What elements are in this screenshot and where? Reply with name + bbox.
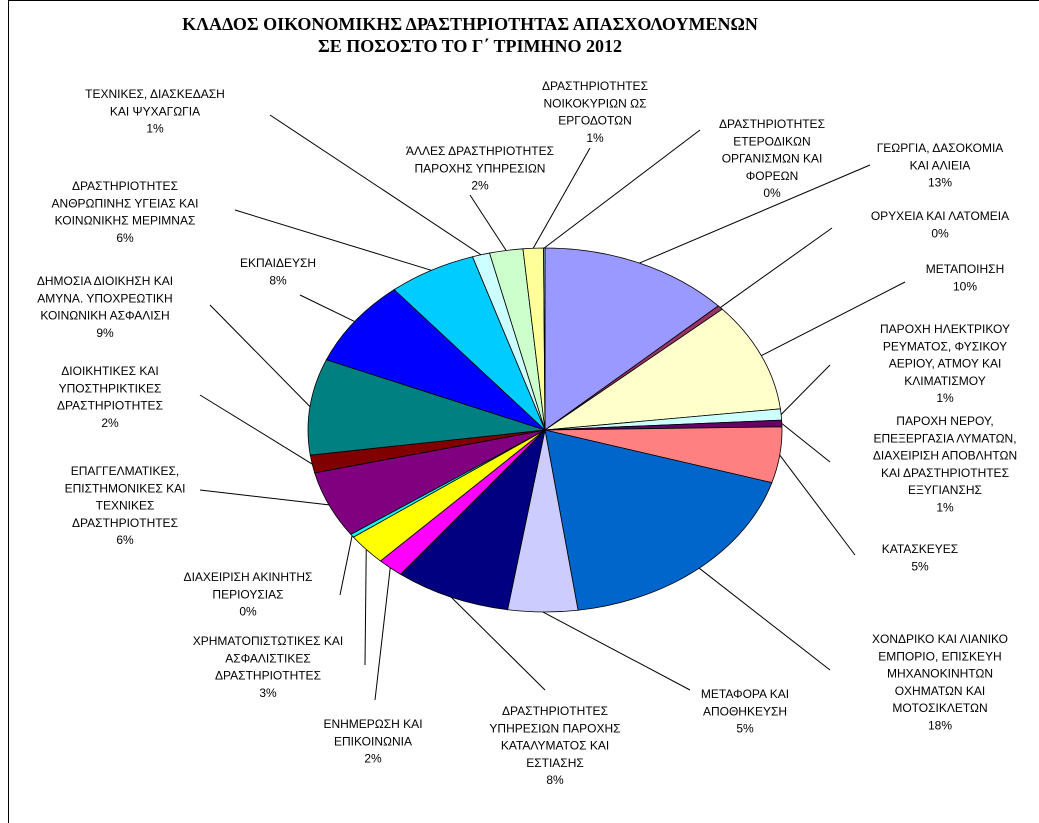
pie-slice [544,247,719,431]
value-label: 9% [96,326,114,340]
frame [8,0,1039,823]
leader-line [299,294,355,322]
leader-line [543,129,701,249]
slice-label: ΜΕΤΑΦΟΡΑ ΚΑΙ ΑΠΟΘΗΚΕΥΣΗ [701,687,789,718]
slice-label: ΠΑΡΟΧΗ ΝΕΡΟΥ, ΕΠΕΞΕΡΓΑΣΙΑ ΛΥΜΑΤΩΝ, ΔΙΑΧΕΙΡ… [873,414,1017,497]
leader-line [469,194,507,251]
slice-label: ΕΝΗΜΕΡΩΣΗ ΚΑΙ ΕΠΙΚΟΙΝΩΝΙΑ [323,717,422,748]
value-label: 8% [546,773,564,787]
slice-label: ΔΗΜΟΣΙΑ ΔΙΟΙΚΗΣΗ ΚΑΙ ΑΜΥΝΑ. ΥΠΟΧΡΕΩΤΙΚΗ ΚΟ… [37,274,173,323]
slice-label: ΟΡΥΧΕΙΑ ΚΑΙ ΛΑΤΟΜΕΙΑ [871,209,1009,223]
leader-line [364,549,367,666]
slice-label: ΧΟΝΔΡΙΚΟ ΚΑΙ ΛΙΑΝΙΚΟ ΕΜΠΟΡΙΟ, ΕΠΙΣΚΕΥΗ ΜΗΧ… [872,632,1008,715]
value-label: 0% [763,186,781,200]
slice-label: ΓΕΩΡΓΙΑ, ΔΑΣΟΚΟΜΙΑ ΚΑΙ ΑΛΙΕΙΑ [877,141,1004,172]
value-label: 6% [116,533,134,547]
leader-line [761,281,906,357]
slice-label: ΜΕΤΑΠΟΙΗΣΗ [926,262,1005,276]
leader-line [450,596,546,691]
value-label: 1% [936,391,954,405]
value-label: 3% [259,686,277,700]
value-label: 5% [911,559,929,573]
value-label: 8% [269,273,287,287]
value-label: 18% [928,719,952,733]
value-label: 1% [936,501,954,515]
value-label: 2% [471,179,489,193]
leader-line [781,423,831,463]
leader-line [339,535,353,596]
pie-slice [325,289,546,431]
value-label: 1% [146,122,164,136]
value-label: 0% [931,226,949,240]
leader-line [780,364,831,415]
slice-label: ΕΠΑΓΓΕΛΜΑΤΙΚΕΣ, ΕΠΙΣΤΗΜΟΝΙΚΕΣ ΚΑΙ ΤΕΧΝΙΚΕΣ… [65,464,186,530]
leader-line [269,114,482,256]
value-label: 5% [736,722,754,736]
slice-label: ΕΚΠΑΙΔΕΥΣΗ [240,256,316,270]
leader-line [199,489,330,506]
slice-label: ΔΡΑΣΤΗΡΙΟΤΗΤΕΣ ΥΠΗΡΕΣΙΩΝ ΠΑΡΟΧΗΣ ΚΑΤΑΛΥΜΑΤ… [489,704,620,770]
slice-label: ΤΕΧΝΙΚΕΣ, ΔΙΑΣΚΕΔΑΣΗ ΚΑΙ ΨΥΧΑΓΩΓΙΑ [85,87,225,118]
value-label: 0% [239,605,257,619]
value-label: 6% [116,231,134,245]
slice-label: ΔΡΑΣΤΗΡΙΟΤΗΤΕΣ ΝΟΙΚΟΚΥΡΙΩΝ ΩΣ ΕΡΓΟΔΟΤΩΝ [542,79,648,128]
slice-label: ΔΡΑΣΤΗΡΙΟΤΗΤΕΣ ΕΤΕΡΟΔΙΚΩΝ ΟΡΓΑΝΙΣΜΩΝ ΚΑΙ ΦΟ… [719,117,825,183]
value-label: 2% [364,752,382,766]
leader-line [542,611,691,691]
value-label: 10% [953,279,977,293]
leader-line [374,567,391,701]
leader-line [698,567,831,671]
value-label: 2% [101,416,119,430]
slice-label: ΆΛΛΕΣ ΔΡΑΣΤΗΡΙΟΤΗΤΕΣ ΠΑΡΟΧΗΣ ΥΠΗΡΕΣΙΩΝ [406,144,554,175]
leader-line [639,164,871,264]
value-label: 13% [928,176,952,190]
leader-line [234,209,432,271]
leader-line [532,147,591,249]
slice-label: ΠΑΡΟΧΗ ΗΛΕΚΤΡΙΚΟΥ ΡΕΥΜΑΤΟΣ, ΦΥΣΙΚΟΥ ΑΕΡΙΟΥ… [880,322,1010,388]
slice-label: ΔΡΑΣΤΗΡΙΟΤΗΤΕΣ ΑΝΘΡΩΠΙΝΗΣ ΥΓΕΙΑΣ ΚΑΙ ΚΟΙΝΩ… [52,179,199,228]
leader-line [209,304,311,407]
slice-label: ΧΡΗΜΑΤΟΠΙΣΤΩΤΙΚΕΣ ΚΑΙ ΑΣΦΑΛΙΣΤΙΚΕΣ ΔΡΑΣΤΗΡ… [193,634,344,683]
value-label: 1% [586,131,604,145]
slice-label: ΔΙΑΧΕΙΡΙΣΗ ΑΚΙΝΗΤΗΣ ΠΕΡΙΟΥΣΙΑΣ [184,570,313,601]
leader-line [779,454,856,556]
leader-line [199,394,313,465]
slice-label: ΔΙΟΙΚΗΤΙΚΕΣ ΚΑΙ ΥΠΟΣΤΗΡΙΚΤΙΚΕΣ ΔΡΑΣΤΗΡΙΟΤΗ… [57,364,163,413]
leader-line [720,227,833,308]
slice-label: ΚΑΤΑΣΚΕΥΕΣ [882,542,958,556]
chart-title: ΚΛΑΔΟΣ ΟΙΚΟΝΟΜΙΚΗΣ ΔΡΑΣΤΗΡΙΟΤΗΤΑΣ ΑΠΑΣΧΟ… [182,14,758,56]
